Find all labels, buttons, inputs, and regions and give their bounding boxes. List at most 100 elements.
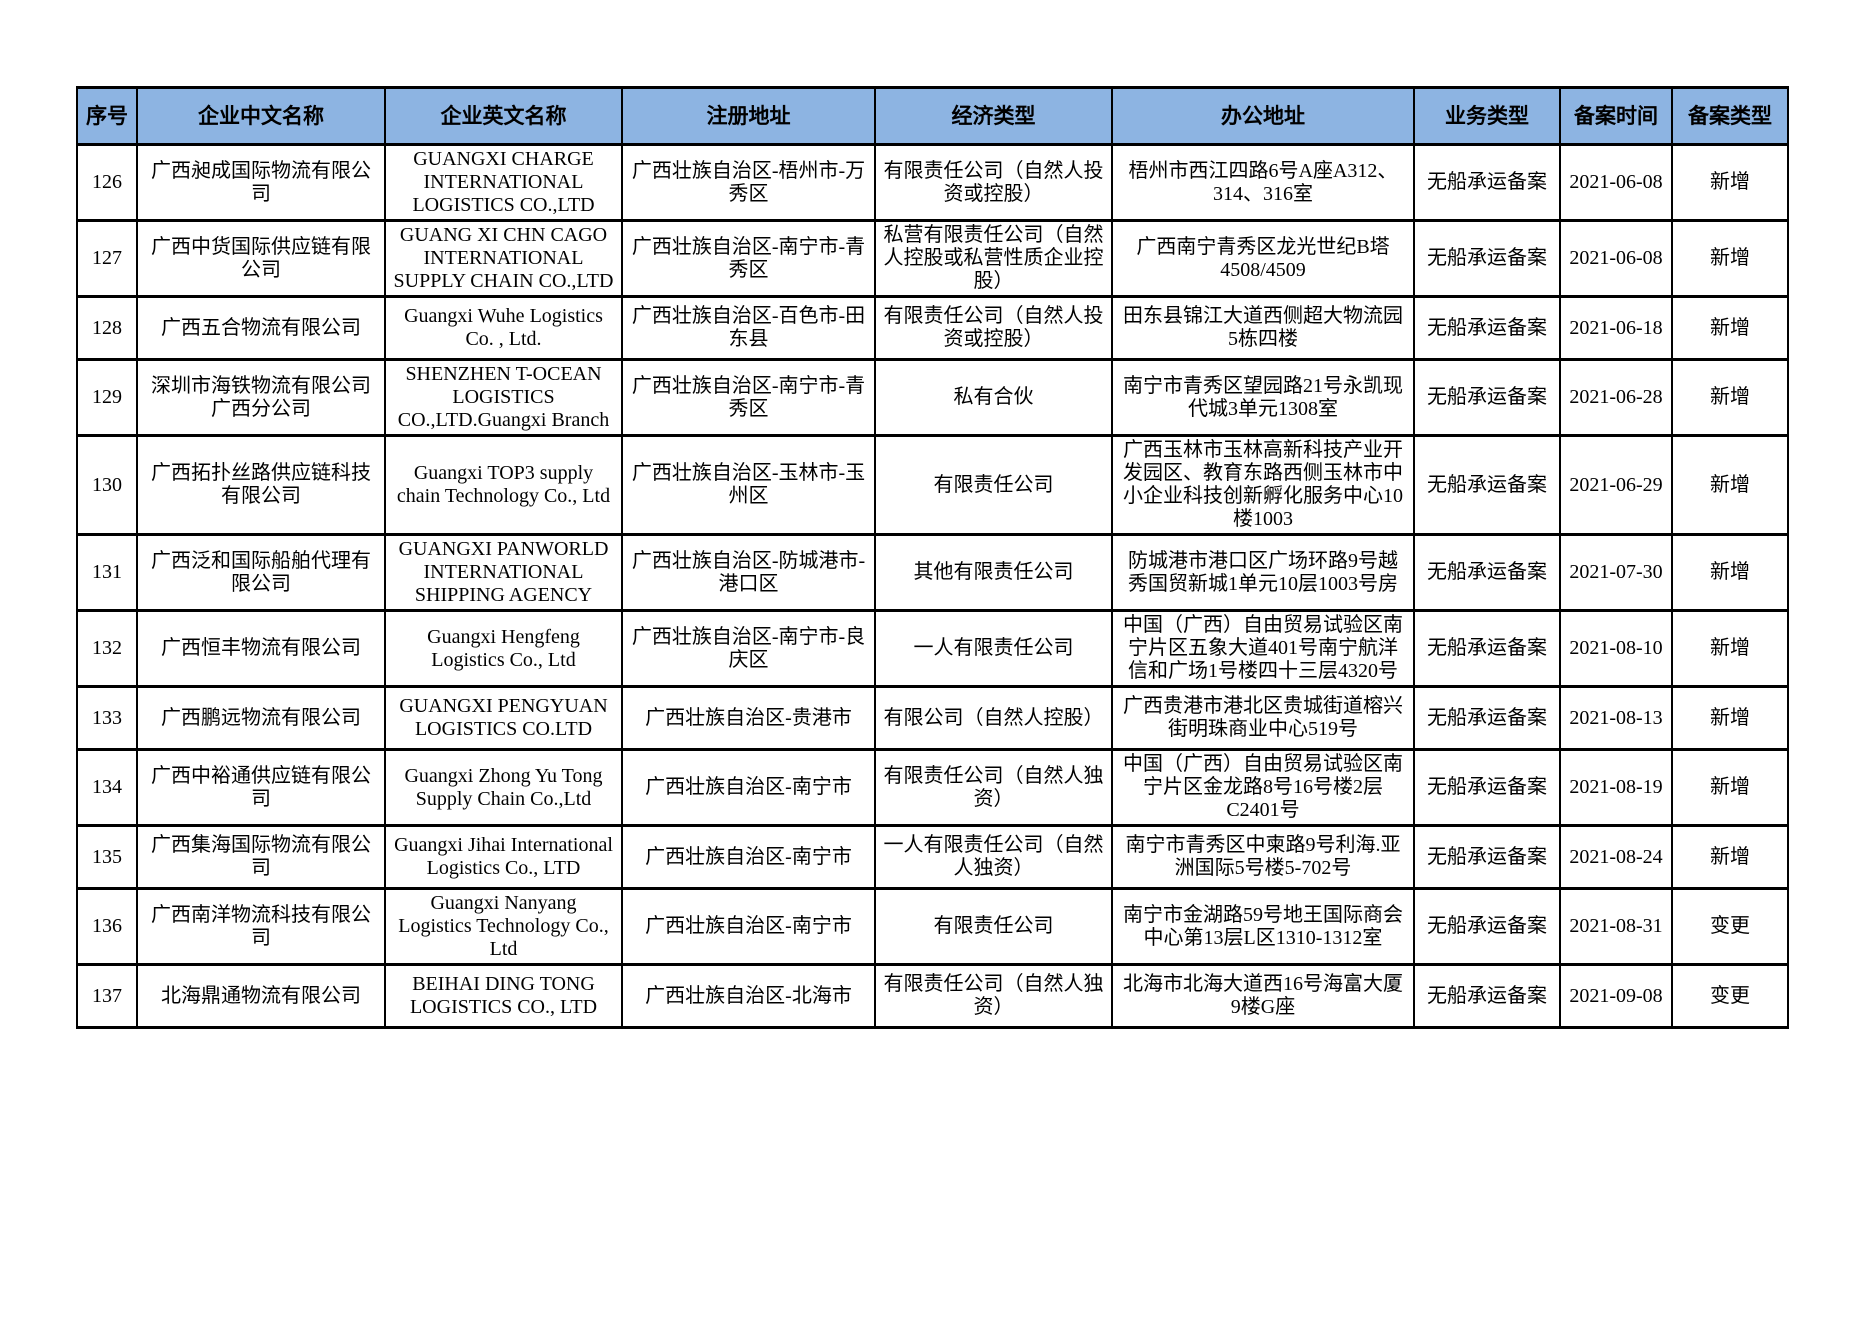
cell-seq: 129 [76, 358, 138, 437]
table-row: 127 广西中货国际供应链有限公司 GUANG XI CHN CAGO INTERN… [76, 219, 1789, 298]
table-row: 134 广西中裕通供应链有限公司 Guangxi Zhong Yu Tong Sup… [76, 748, 1789, 827]
cell-name_en: Guangxi TOP3 supply chain Technology Co.… [384, 434, 623, 536]
table-row: 126 广西昶成国际物流有限公司 GUANGXI CHARGE INTERNATIO… [76, 143, 1789, 222]
cell-filing_date: 2021-06-28 [1559, 358, 1673, 437]
table-row: 135 广西集海国际物流有限公司 Guangxi Jihai Internation… [76, 824, 1789, 890]
cell-name_en: GUANGXI PENGYUAN LOGISTICS CO.LTD [384, 685, 623, 751]
cell-economic_type: 有限公司（自然人控股） [874, 685, 1113, 751]
table-row: 137 北海鼎通物流有限公司 BEIHAI DING TONG LOGISTICS … [76, 963, 1789, 1029]
cell-office_address: 防城港市港口区广场环路9号越秀国贸新城1单元10层1003号房 [1111, 533, 1415, 612]
table-row: 136 广西南洋物流科技有限公司 Guangxi Nanyang Logistics… [76, 887, 1789, 966]
cell-filing_type: 新增 [1671, 748, 1789, 827]
cell-filing_date: 2021-06-08 [1559, 143, 1673, 222]
table-row: 129 深圳市海铁物流有限公司广西分公司 SHENZHEN T-OCEAN LOGI… [76, 358, 1789, 437]
cell-name_cn: 北海鼎通物流有限公司 [136, 963, 386, 1029]
cell-filing_type: 新增 [1671, 143, 1789, 222]
cell-business_type: 无船承运备案 [1413, 434, 1561, 536]
cell-economic_type: 有限责任公司（自然人独资） [874, 748, 1113, 827]
cell-name_cn: 深圳市海铁物流有限公司广西分公司 [136, 358, 386, 437]
cell-economic_type: 有限责任公司（自然人独资） [874, 963, 1113, 1029]
cell-office_address: 中国（广西）自由贸易试验区南宁片区五象大道401号南宁航洋信和广场1号楼四十三层… [1111, 609, 1415, 688]
cell-registered_address: 广西壮族自治区-南宁市-良庆区 [621, 609, 876, 688]
cell-office_address: 中国（广西）自由贸易试验区南宁片区金龙路8号16号楼2层C2401号 [1111, 748, 1415, 827]
cell-name_en: Guangxi Wuhe Logistics Co. , Ltd. [384, 295, 623, 361]
cell-economic_type: 有限责任公司 [874, 887, 1113, 966]
cell-registered_address: 广西壮族自治区-梧州市-万秀区 [621, 143, 876, 222]
cell-filing_date: 2021-08-13 [1559, 685, 1673, 751]
cell-business_type: 无船承运备案 [1413, 533, 1561, 612]
cell-name_cn: 广西泛和国际船舶代理有限公司 [136, 533, 386, 612]
cell-seq: 135 [76, 824, 138, 890]
cell-name_en: GUANGXI PANWORLD INTERNATIONAL SHIPPING … [384, 533, 623, 612]
cell-business_type: 无船承运备案 [1413, 748, 1561, 827]
cell-filing_type: 新增 [1671, 358, 1789, 437]
cell-name_cn: 广西鹏远物流有限公司 [136, 685, 386, 751]
cell-name_en: GUANGXI CHARGE INTERNATIONAL LOGISTICS C… [384, 143, 623, 222]
header-row: 序号 企业中文名称 企业英文名称 注册地址 经济类型 办公地址 业务类型 备案时间 备案类型 [76, 86, 1789, 146]
cell-filing_date: 2021-06-29 [1559, 434, 1673, 536]
column-header-seq: 序号 [76, 86, 138, 146]
cell-business_type: 无船承运备案 [1413, 824, 1561, 890]
column-header-name_en: 企业英文名称 [384, 86, 623, 146]
cell-registered_address: 广西壮族自治区-南宁市 [621, 824, 876, 890]
cell-seq: 132 [76, 609, 138, 688]
cell-name_cn: 广西恒丰物流有限公司 [136, 609, 386, 688]
cell-filing_type: 新增 [1671, 295, 1789, 361]
cell-office_address: 南宁市青秀区中柬路9号利海.亚洲国际5号楼5-702号 [1111, 824, 1415, 890]
cell-name_en: Guangxi Jihai International Logistics Co… [384, 824, 623, 890]
cell-office_address: 广西南宁青秀区龙光世纪B塔4508/4509 [1111, 219, 1415, 298]
cell-registered_address: 广西壮族自治区-北海市 [621, 963, 876, 1029]
cell-name_en: Guangxi Zhong Yu Tong Supply Chain Co.,L… [384, 748, 623, 827]
cell-economic_type: 一人有限责任公司（自然人独资） [874, 824, 1113, 890]
cell-name_cn: 广西昶成国际物流有限公司 [136, 143, 386, 222]
cell-filing_type: 新增 [1671, 609, 1789, 688]
column-header-registered_address: 注册地址 [621, 86, 876, 146]
cell-business_type: 无船承运备案 [1413, 887, 1561, 966]
cell-seq: 130 [76, 434, 138, 536]
table-row: 130 广西拓扑丝路供应链科技有限公司 Guangxi TOP3 supply ch… [76, 434, 1789, 536]
cell-seq: 137 [76, 963, 138, 1029]
cell-seq: 127 [76, 219, 138, 298]
table-body: 126 广西昶成国际物流有限公司 GUANGXI CHARGE INTERNATIO… [76, 143, 1789, 1029]
column-header-economic_type: 经济类型 [874, 86, 1113, 146]
cell-economic_type: 私有合伙 [874, 358, 1113, 437]
cell-office_address: 田东县锦江大道西侧超大物流园5栋四楼 [1111, 295, 1415, 361]
cell-filing_date: 2021-08-10 [1559, 609, 1673, 688]
cell-filing_type: 变更 [1671, 887, 1789, 966]
cell-registered_address: 广西壮族自治区-玉林市-玉州区 [621, 434, 876, 536]
cell-filing_type: 新增 [1671, 434, 1789, 536]
cell-seq: 136 [76, 887, 138, 966]
cell-registered_address: 广西壮族自治区-南宁市 [621, 887, 876, 966]
cell-name_cn: 广西拓扑丝路供应链科技有限公司 [136, 434, 386, 536]
cell-economic_type: 有限责任公司（自然人投资或控股） [874, 295, 1113, 361]
cell-economic_type: 有限责任公司 [874, 434, 1113, 536]
cell-filing_type: 新增 [1671, 533, 1789, 612]
cell-filing_type: 新增 [1671, 824, 1789, 890]
table-row: 131 广西泛和国际船舶代理有限公司 GUANGXI PANWORLD INTERN… [76, 533, 1789, 612]
cell-registered_address: 广西壮族自治区-贵港市 [621, 685, 876, 751]
cell-name_en: BEIHAI DING TONG LOGISTICS CO., LTD [384, 963, 623, 1029]
cell-registered_address: 广西壮族自治区-南宁市 [621, 748, 876, 827]
cell-filing_date: 2021-06-18 [1559, 295, 1673, 361]
cell-name_en: Guangxi Hengfeng Logistics Co., Ltd [384, 609, 623, 688]
cell-registered_address: 广西壮族自治区-百色市-田东县 [621, 295, 876, 361]
cell-filing_type: 变更 [1671, 963, 1789, 1029]
cell-filing_date: 2021-08-24 [1559, 824, 1673, 890]
cell-office_address: 北海市北海大道西16号海富大厦9楼G座 [1111, 963, 1415, 1029]
cell-economic_type: 一人有限责任公司 [874, 609, 1113, 688]
cell-office_address: 梧州市西江四路6号A座A312、314、316室 [1111, 143, 1415, 222]
cell-filing_date: 2021-07-30 [1559, 533, 1673, 612]
column-header-office_address: 办公地址 [1111, 86, 1415, 146]
cell-filing_date: 2021-08-31 [1559, 887, 1673, 966]
cell-business_type: 无船承运备案 [1413, 685, 1561, 751]
cell-name_cn: 广西南洋物流科技有限公司 [136, 887, 386, 966]
cell-economic_type: 私营有限责任公司（自然人控股或私营性质企业控股） [874, 219, 1113, 298]
cell-name_cn: 广西集海国际物流有限公司 [136, 824, 386, 890]
column-header-filing_date: 备案时间 [1559, 86, 1673, 146]
cell-business_type: 无船承运备案 [1413, 143, 1561, 222]
cell-name_en: GUANG XI CHN CAGO INTERNATIONAL SUPPLY C… [384, 219, 623, 298]
cell-office_address: 广西贵港市港北区贵城街道榕兴街明珠商业中心519号 [1111, 685, 1415, 751]
cell-name_cn: 广西五合物流有限公司 [136, 295, 386, 361]
cell-office_address: 南宁市青秀区望园路21号永凯现代城3单元1308室 [1111, 358, 1415, 437]
